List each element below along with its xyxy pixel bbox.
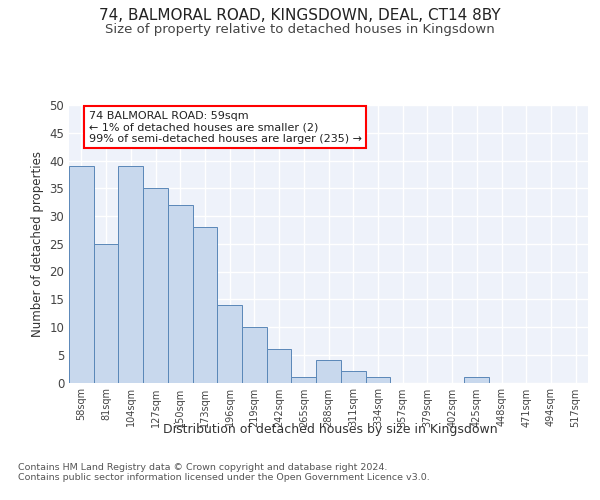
- Bar: [242, 327, 267, 382]
- Text: 74, BALMORAL ROAD, KINGSDOWN, DEAL, CT14 8BY: 74, BALMORAL ROAD, KINGSDOWN, DEAL, CT14…: [99, 8, 501, 22]
- Bar: [94, 244, 118, 382]
- Bar: [69, 166, 94, 382]
- Text: Contains HM Land Registry data © Crown copyright and database right 2024.
Contai: Contains HM Land Registry data © Crown c…: [18, 462, 430, 482]
- Bar: [168, 205, 193, 382]
- Bar: [193, 227, 217, 382]
- Bar: [267, 349, 292, 382]
- Bar: [118, 166, 143, 382]
- Bar: [217, 305, 242, 382]
- Bar: [341, 372, 365, 382]
- Bar: [143, 188, 168, 382]
- Text: Distribution of detached houses by size in Kingsdown: Distribution of detached houses by size …: [163, 422, 497, 436]
- Text: Size of property relative to detached houses in Kingsdown: Size of property relative to detached ho…: [105, 22, 495, 36]
- Bar: [464, 377, 489, 382]
- Y-axis label: Number of detached properties: Number of detached properties: [31, 151, 44, 337]
- Text: 74 BALMORAL ROAD: 59sqm
← 1% of detached houses are smaller (2)
99% of semi-deta: 74 BALMORAL ROAD: 59sqm ← 1% of detached…: [89, 110, 362, 144]
- Bar: [365, 377, 390, 382]
- Bar: [316, 360, 341, 382]
- Bar: [292, 377, 316, 382]
